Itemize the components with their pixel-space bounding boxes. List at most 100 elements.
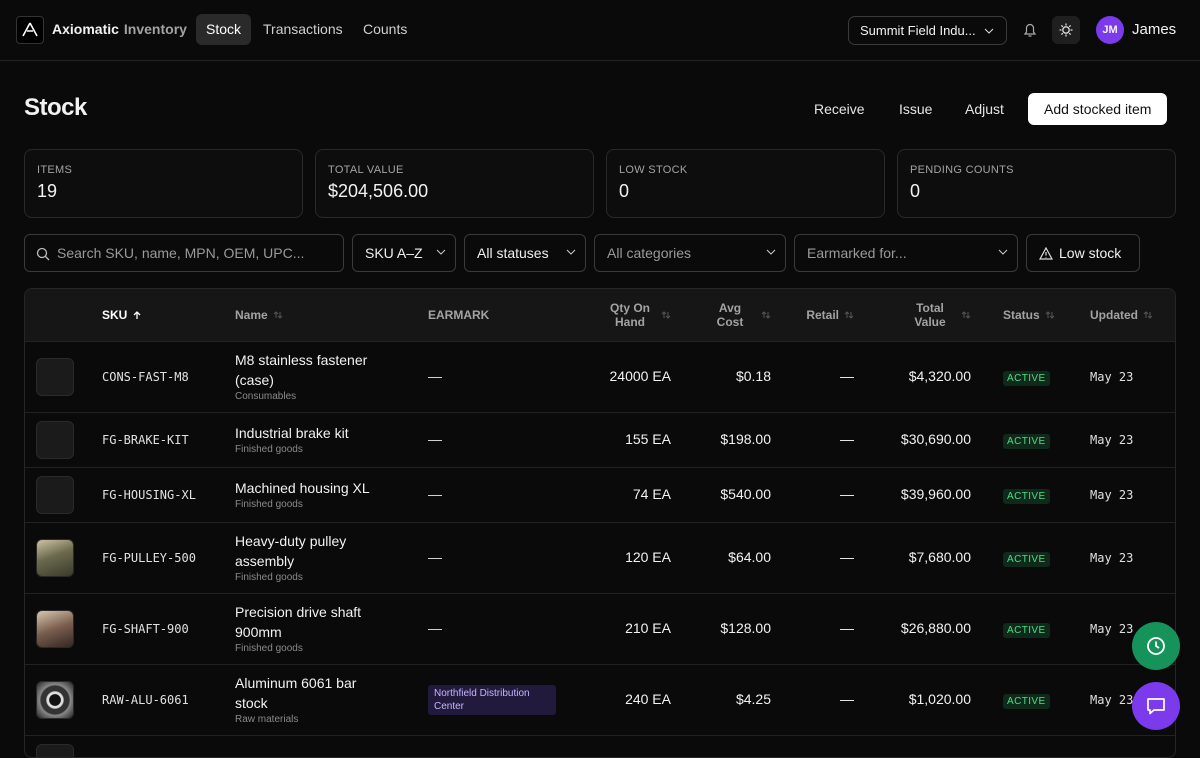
table-row[interactable]: FG-HOUSING-XL Machined housing XL Finished… — [25, 467, 1175, 522]
table-row[interactable]: RAW-ALU-6061 Aluminum 6061 bar stock Raw m… — [25, 664, 1175, 735]
status-select[interactable]: All statuses — [464, 234, 586, 272]
earmark-select[interactable]: Earmarked for... — [794, 234, 1018, 272]
action-button[interactable]: Receive — [814, 101, 865, 117]
cell: Heavy-duty pulley assembly Finished goods — [235, 531, 428, 585]
item-category: Finished goods — [235, 572, 303, 583]
search-input[interactable]: Search SKU, name, MPN, OEM, UPC... — [24, 234, 344, 272]
table-row[interactable]: FG-BRAKE-KIT Industrial brake kit Finished… — [25, 412, 1175, 467]
column-label: Avg Cost — [716, 301, 744, 329]
stat-card: PENDING COUNTS 0 — [897, 149, 1176, 218]
category-select[interactable]: All categories — [594, 234, 786, 272]
org-name: Summit Field Indu... — [860, 23, 976, 38]
total-value: $30,690.00 — [900, 431, 971, 447]
action-button[interactable]: Issue — [899, 101, 933, 117]
stat-value: $204,506.00 — [328, 181, 429, 201]
history-button[interactable] — [1132, 622, 1180, 670]
sort-icon — [273, 311, 283, 319]
cell: 210 EA — [571, 620, 671, 638]
stat-value: 0 — [619, 181, 630, 201]
thumbnail — [36, 476, 74, 514]
avg-cost: $4.25 — [735, 691, 771, 707]
column-label: Total Value — [914, 301, 946, 329]
earmark: — — [428, 620, 442, 636]
retail: — — [840, 368, 854, 384]
logo[interactable] — [16, 16, 44, 44]
header-cell[interactable]: Avg Cost — [671, 301, 771, 329]
cell: $26,880.00 — [854, 620, 971, 638]
column-label: Retail — [806, 308, 839, 322]
avg-cost: $0.18 — [735, 368, 771, 384]
sku: FG-BRAKE-KIT — [102, 433, 189, 447]
cell: May 23 — [1090, 620, 1175, 638]
column-label: Qty On Hand — [609, 301, 650, 329]
status-badge: ACTIVE — [1003, 371, 1050, 386]
cell: — — [428, 549, 571, 567]
updated: May 23 — [1090, 693, 1134, 707]
table-row[interactable]: FG-SHAFT-900 Precision drive shaft 900mm F… — [25, 593, 1175, 664]
nav-tab[interactable]: Stock — [196, 14, 252, 45]
cell: Northfield Distribution Center — [428, 685, 571, 715]
primary-button[interactable]: Add stocked item — [1028, 93, 1168, 125]
cell: — — [428, 431, 571, 449]
sort-icon — [1143, 311, 1153, 319]
header-cell[interactable]: Total Value — [854, 301, 971, 329]
avatar[interactable]: JM — [1096, 16, 1124, 44]
header-cell[interactable]: Qty On Hand — [571, 301, 671, 329]
status-badge: ACTIVE — [1003, 623, 1050, 638]
quantity: 120 EA — [625, 549, 671, 565]
total-value: $7,680.00 — [908, 549, 971, 565]
select-value: SKU A–Z — [365, 245, 423, 261]
cell: 24000 EA — [571, 368, 672, 386]
header-cell[interactable]: Retail — [771, 308, 854, 322]
table-row[interactable]: FG-PULLEY-500 Heavy-duty pulley assembly F… — [25, 522, 1175, 593]
cell — [25, 476, 102, 514]
table-row[interactable]: 360 brass hex stock — [25, 735, 1175, 757]
cell: 120 EA — [571, 549, 671, 567]
updated: May 23 — [1090, 488, 1134, 502]
stat-value: 19 — [37, 181, 58, 201]
cell: — — [428, 368, 571, 386]
item-name: M8 stainless fastener (case) — [235, 352, 368, 388]
action-button[interactable]: Adjust — [965, 101, 1004, 117]
avg-cost: $198.00 — [720, 431, 771, 447]
item-category: Finished goods — [235, 499, 303, 510]
cell: ACTIVE — [971, 431, 1090, 449]
table-row[interactable]: CONS-FAST-M8 M8 stainless fastener (case)… — [25, 341, 1175, 412]
sort-select[interactable]: SKU A–Z — [352, 234, 456, 272]
avg-cost: $64.00 — [728, 549, 771, 565]
thumbnail — [36, 681, 74, 719]
cell — [25, 744, 102, 757]
item-category: Finished goods — [235, 444, 303, 455]
cell: Precision drive shaft 900mm Finished good… — [235, 602, 428, 656]
status-badge: ACTIVE — [1003, 434, 1050, 449]
column-label: Name — [235, 308, 268, 322]
low-stock-toggle[interactable]: Low stock — [1026, 234, 1140, 272]
status-badge: ACTIVE — [1003, 489, 1050, 504]
column-label: Status — [1003, 308, 1040, 322]
sort-icon — [133, 311, 141, 319]
theme-toggle[interactable] — [1052, 16, 1080, 44]
cell: Machined housing XL Finished goods — [235, 478, 428, 512]
nav-tab[interactable]: Counts — [363, 21, 408, 37]
retail: — — [840, 549, 854, 565]
header-cell[interactable]: SKU — [102, 308, 235, 322]
avg-cost: $540.00 — [720, 486, 771, 502]
org-select[interactable]: Summit Field Indu... — [848, 16, 1007, 45]
header-cell[interactable]: Updated — [1090, 308, 1175, 322]
item-name: Precision drive shaft 900mm — [235, 604, 362, 640]
cell: $4,320.00 — [854, 368, 971, 386]
stat-label: TOTAL VALUE — [328, 164, 404, 176]
cell: May 23 — [1090, 486, 1175, 504]
brand[interactable]: Axiomatic Inventory — [52, 21, 187, 37]
item-name: Aluminum 6061 bar stock — [235, 675, 357, 711]
header-cell[interactable]: Name — [235, 308, 428, 322]
retail: — — [840, 620, 854, 636]
nav-tab[interactable]: Transactions — [263, 21, 343, 37]
quantity: 240 EA — [625, 691, 671, 707]
header-cell[interactable]: Status — [971, 308, 1090, 322]
user-name[interactable]: James — [1132, 21, 1177, 38]
notifications[interactable] — [1016, 16, 1044, 44]
sku: RAW-ALU-6061 — [102, 693, 189, 707]
chat-button[interactable] — [1132, 682, 1180, 730]
